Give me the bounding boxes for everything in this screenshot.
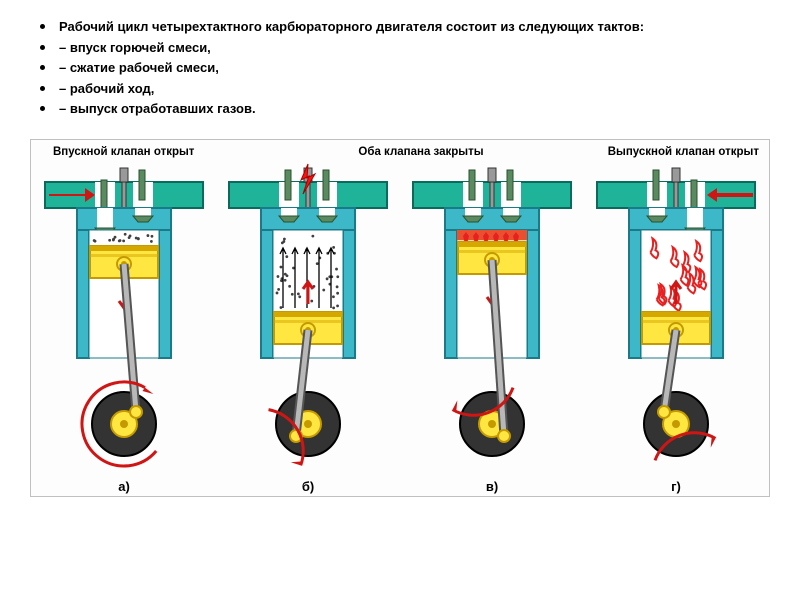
valve-label-left: Впускной клапан открыт — [35, 146, 278, 158]
valve-labels: Впускной клапан открыт Оба клапана закры… — [35, 146, 765, 158]
bullet-2: – сжатие рабочей смеси, — [60, 59, 760, 77]
caption-b: б) — [219, 479, 397, 494]
bullet-3: – рабочий ход, — [60, 80, 760, 98]
bullet-4: – выпуск отработавших газов. — [60, 100, 760, 118]
caption-c: в) — [403, 479, 581, 494]
cylinder-c: в) — [403, 162, 581, 492]
valve-label-right: Выпускной клапан открыт — [534, 146, 765, 158]
heading-line: Рабочий цикл четырехтактного карбюраторн… — [60, 18, 760, 36]
diagram: Впускной клапан открыт Оба клапана закры… — [30, 139, 770, 497]
text-block: Рабочий цикл четырехтактного карбюраторн… — [0, 0, 800, 129]
cylinder-b: б) — [219, 162, 397, 492]
cylinder-a: а) — [35, 162, 213, 492]
heading: Рабочий цикл четырехтактного карбюраторн… — [59, 18, 644, 36]
caption-d: г) — [587, 479, 765, 494]
caption-a: а) — [35, 479, 213, 494]
cylinders-row: а) б) в) г) — [35, 162, 765, 492]
cylinder-d: г) — [587, 162, 765, 492]
bullet-1: – впуск горючей смеси, — [60, 39, 760, 57]
valve-label-center: Оба клапана закрыты — [278, 146, 533, 158]
